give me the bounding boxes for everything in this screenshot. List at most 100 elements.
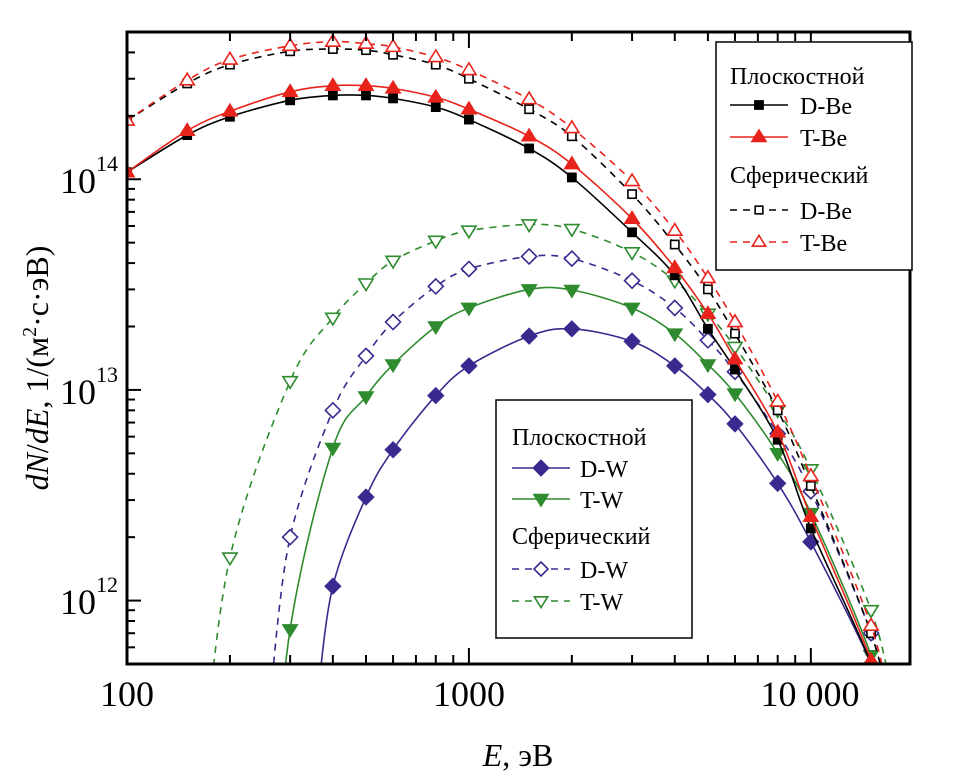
data-point — [699, 305, 717, 320]
series-d-be-plane — [127, 90, 876, 664]
data-point — [726, 313, 744, 328]
data-point — [623, 247, 641, 261]
data-point — [388, 93, 398, 104]
data-point — [460, 302, 478, 317]
data-point — [460, 260, 478, 278]
data-point — [327, 90, 338, 101]
data-point — [520, 327, 538, 345]
data-point — [524, 143, 535, 154]
data-point — [427, 386, 445, 405]
legend-marker — [532, 493, 550, 508]
legend-marker — [532, 595, 550, 610]
data-point — [430, 102, 441, 113]
data-point — [285, 95, 296, 106]
legend-be: Плоскостной D-Be T-Be Сферический D-Be T… — [715, 41, 913, 271]
data-point — [563, 119, 581, 134]
data-point — [384, 313, 402, 331]
series-t-be-plane — [127, 77, 879, 664]
data-point — [769, 423, 787, 438]
data-point — [281, 37, 299, 52]
data-point — [221, 102, 239, 117]
data-point — [699, 359, 717, 374]
data-point — [357, 278, 375, 293]
y-axis-title: dN/dE, 1/(м2·с·эВ) — [19, 246, 55, 491]
data-point — [623, 332, 641, 351]
data-point — [699, 385, 717, 404]
legend-swatch-t-w-sphere — [512, 595, 570, 610]
data-point — [666, 259, 684, 274]
legend-swatch-d-be-sphere — [730, 205, 788, 215]
data-point — [730, 328, 740, 339]
data-point — [666, 222, 684, 236]
legend-group-title: Плоскостной — [512, 425, 647, 451]
data-point — [699, 269, 717, 284]
data-point — [730, 364, 740, 375]
data-point — [357, 347, 375, 365]
legend-marker — [750, 128, 768, 143]
data-point — [357, 391, 375, 406]
data-point — [324, 577, 342, 595]
data-point — [460, 100, 478, 115]
series-line — [320, 327, 872, 664]
data-point — [281, 528, 299, 546]
legend-label: D-Be — [800, 199, 852, 225]
data-point — [666, 299, 684, 317]
data-point — [221, 552, 239, 567]
data-point — [666, 328, 684, 343]
data-point — [520, 90, 538, 105]
data-point — [623, 272, 641, 290]
data-point — [623, 210, 641, 224]
data-point — [464, 114, 474, 125]
data-point — [384, 359, 402, 374]
y-tick-exponent: 13 — [96, 362, 118, 387]
y-tick-label: 10 — [60, 372, 96, 412]
legend-marker — [532, 560, 550, 578]
data-point — [862, 604, 880, 619]
data-point — [427, 277, 445, 296]
data-point — [805, 481, 816, 491]
data-point — [566, 131, 577, 142]
data-point — [563, 284, 581, 299]
data-point — [768, 474, 787, 493]
data-point — [178, 122, 196, 137]
legend-swatch-d-w-sphere — [512, 560, 570, 578]
data-point — [726, 350, 744, 365]
series-layer — [127, 32, 887, 664]
data-point — [669, 239, 680, 250]
data-point — [563, 249, 581, 268]
legend-marker — [754, 100, 764, 110]
legend-swatch-t-be-plane — [730, 128, 788, 143]
data-point — [281, 624, 299, 638]
data-point — [802, 508, 820, 523]
legend-swatch-t-be-sphere — [730, 233, 788, 247]
data-point — [566, 172, 577, 183]
data-point — [361, 90, 371, 101]
data-point — [563, 155, 581, 170]
data-point — [427, 235, 445, 250]
legend-label: T-W — [580, 488, 623, 514]
data-point — [627, 189, 637, 200]
data-point — [623, 172, 641, 187]
data-point — [324, 312, 342, 327]
data-point — [726, 415, 744, 433]
data-point — [357, 488, 375, 506]
legend-group-title: Сферический — [512, 524, 651, 550]
x-tick-label: 10 000 — [761, 674, 860, 714]
data-point — [563, 223, 581, 238]
data-point — [726, 341, 744, 356]
y-tick-label: 10 — [60, 161, 96, 201]
data-point — [520, 247, 538, 266]
x-axis-title: E, эВ — [482, 737, 554, 773]
legend-swatch-d-w-plane — [512, 459, 570, 477]
data-point — [427, 321, 445, 336]
data-point — [769, 448, 787, 462]
data-point — [324, 401, 342, 419]
legend-label: T-W — [580, 590, 623, 616]
series-t-be-sphere — [127, 32, 883, 664]
legend-box — [495, 399, 693, 639]
data-point — [802, 467, 820, 482]
legend-group-title: Плоскостной — [730, 64, 865, 90]
data-point — [384, 38, 402, 53]
data-point — [520, 219, 538, 234]
